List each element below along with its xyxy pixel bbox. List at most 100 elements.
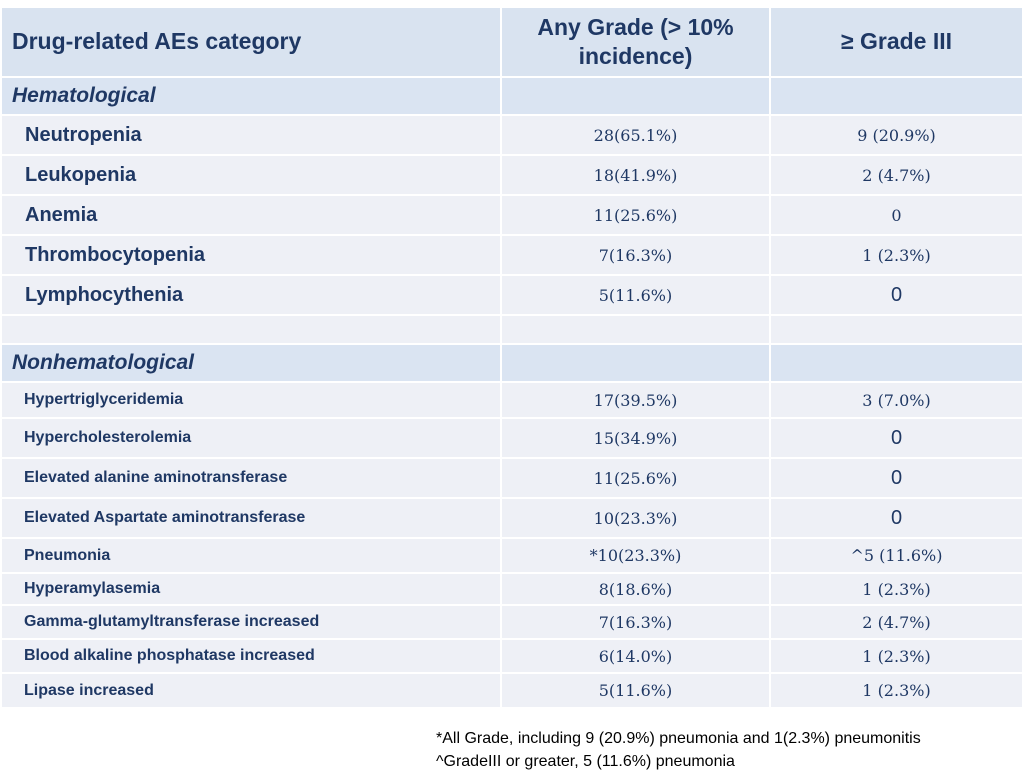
ae-name: Lymphocythenia xyxy=(25,283,184,306)
category-cell: Hematological xyxy=(2,78,500,114)
any-grade-cell: *10(23.3%) xyxy=(502,539,769,572)
ae-name-cell: Leukopenia xyxy=(2,156,500,194)
grade3-value: 0 xyxy=(890,506,903,529)
table-row: Anemia 11(25.6%) 0 xyxy=(2,196,1022,234)
ae-name: Leukopenia xyxy=(25,163,137,186)
any-grade-value: 17(39.5%) xyxy=(593,390,678,410)
table-row: Hyperamylasemia 8(18.6%) 1 (2.3%) xyxy=(2,574,1022,604)
ae-name: Elevated alanine aminotransferase xyxy=(24,469,288,486)
header-label-grade3: ≥ Grade III xyxy=(840,28,953,55)
grade3-cell: 1 (2.3%) xyxy=(771,640,1022,672)
any-grade-cell: 11(25.6%) xyxy=(502,196,769,234)
any-grade-value: 8(18.6%) xyxy=(598,579,673,599)
grade3-cell: 2 (4.7%) xyxy=(771,606,1022,638)
grade3-cell: 0 xyxy=(771,419,1022,457)
adverse-events-table: Drug-related AEs category Any Grade (> 1… xyxy=(2,8,1022,709)
any-grade-cell: 6(14.0%) xyxy=(502,640,769,672)
grade3-cell: 0 xyxy=(771,276,1022,314)
empty-cell xyxy=(502,345,769,381)
any-grade-cell: 5(11.6%) xyxy=(502,674,769,707)
grade3-cell: 3 (7.0%) xyxy=(771,383,1022,417)
any-grade-cell: 7(16.3%) xyxy=(502,606,769,638)
grade3-cell: 1 (2.3%) xyxy=(771,674,1022,707)
ae-name: Hyperamylasemia xyxy=(24,580,161,597)
ae-name-cell: Thrombocytopenia xyxy=(2,236,500,274)
ae-name-cell: Neutropenia xyxy=(2,116,500,154)
any-grade-value: 7(16.3%) xyxy=(598,612,673,632)
ae-name-cell: Pneumonia xyxy=(2,539,500,572)
empty-cell xyxy=(771,316,1022,343)
grade3-value: 1 (2.3%) xyxy=(862,245,931,265)
grade3-value: 0 xyxy=(890,283,903,306)
header-label-any-grade: Any Grade (> 10% incidence) xyxy=(537,13,734,69)
any-grade-cell: 28(65.1%) xyxy=(502,116,769,154)
ae-name: Pneumonia xyxy=(24,546,111,564)
any-grade-cell: 7(16.3%) xyxy=(502,236,769,274)
grade3-cell: 0 xyxy=(771,459,1022,497)
ae-name-cell: Hyperamylasemia xyxy=(2,574,500,604)
any-grade-cell: 10(23.3%) xyxy=(502,499,769,537)
grade3-value: 0 xyxy=(890,466,903,489)
any-grade-value: 28(65.1%) xyxy=(593,125,678,145)
any-grade-value: *10(23.3%) xyxy=(589,546,682,565)
ae-name: Neutropenia xyxy=(25,123,142,146)
grade3-value: 1 (2.3%) xyxy=(862,646,931,666)
table-row: Hypertriglyceridemia 17(39.5%) 3 (7.0%) xyxy=(2,383,1022,417)
any-grade-value: 6(14.0%) xyxy=(598,646,673,666)
ae-name-cell: Lipase increased xyxy=(2,674,500,707)
table-header-row: Drug-related AEs category Any Grade (> 1… xyxy=(2,8,1022,76)
ae-name-cell: Lymphocythenia xyxy=(2,276,500,314)
table-row: Hypercholesterolemia 15(34.9%) 0 xyxy=(2,419,1022,457)
ae-name-cell: Hypertriglyceridemia xyxy=(2,383,500,417)
footnote-all-grade: *All Grade, including 9 (20.9%) pneumoni… xyxy=(436,730,921,747)
any-grade-value: 18(41.9%) xyxy=(593,165,678,185)
header-cell-category: Drug-related AEs category xyxy=(2,8,500,76)
empty-cell xyxy=(502,316,769,343)
category-label-nonhematological: Nonhematological xyxy=(12,351,195,374)
grade3-value: 1 (2.3%) xyxy=(862,579,931,599)
header-cell-any-grade: Any Grade (> 10% incidence) xyxy=(502,8,769,76)
grade3-value: 2 (4.7%) xyxy=(862,612,931,632)
ae-name: Elevated Aspartate aminotransferase xyxy=(24,509,306,526)
ae-name-cell: Blood alkaline phosphatase increased xyxy=(2,640,500,672)
table-row: Lymphocythenia 5(11.6%) 0 xyxy=(2,276,1022,314)
ae-name-cell: Hypercholesterolemia xyxy=(2,419,500,457)
grade3-value: 9 (20.9%) xyxy=(857,125,936,145)
any-grade-value: 15(34.9%) xyxy=(593,428,678,448)
grade3-cell: ^5 (11.6%) xyxy=(771,539,1022,572)
any-grade-cell: 5(11.6%) xyxy=(502,276,769,314)
empty-cell xyxy=(771,78,1022,114)
grade3-value: 3 (7.0%) xyxy=(862,390,931,410)
grade3-value: 0 xyxy=(891,205,902,225)
grade3-value: 0 xyxy=(890,426,903,449)
any-grade-cell: 17(39.5%) xyxy=(502,383,769,417)
grade3-value: 2 (4.7%) xyxy=(862,165,931,185)
ae-name: Lipase increased xyxy=(24,681,154,699)
any-grade-cell: 11(25.6%) xyxy=(502,459,769,497)
grade3-value: ^5 (11.6%) xyxy=(850,546,943,565)
ae-name: Thrombocytopenia xyxy=(25,243,206,266)
any-grade-value: 5(11.6%) xyxy=(598,285,673,305)
grade3-cell: 1 (2.3%) xyxy=(771,236,1022,274)
table-row: Thrombocytopenia 7(16.3%) 1 (2.3%) xyxy=(2,236,1022,274)
header-cell-grade3: ≥ Grade III xyxy=(771,8,1022,76)
any-grade-value: 11(25.6%) xyxy=(593,468,678,488)
any-grade-cell: 15(34.9%) xyxy=(502,419,769,457)
table-row: Pneumonia *10(23.3%) ^5 (11.6%) xyxy=(2,539,1022,572)
ae-name: Anemia xyxy=(25,203,98,226)
empty-cell xyxy=(2,316,500,343)
category-cell: Nonhematological xyxy=(2,345,500,381)
table-row: Elevated alanine aminotransferase 11(25.… xyxy=(2,459,1022,497)
grade3-cell: 1 (2.3%) xyxy=(771,574,1022,604)
header-label-category: Drug-related AEs category xyxy=(12,28,302,55)
any-grade-cell: 18(41.9%) xyxy=(502,156,769,194)
grade3-cell: 9 (20.9%) xyxy=(771,116,1022,154)
table-row: Lipase increased 5(11.6%) 1 (2.3%) xyxy=(2,674,1022,707)
empty-cell xyxy=(771,345,1022,381)
footnotes: *All Grade, including 9 (20.9%) pneumoni… xyxy=(436,727,921,773)
table-row: Blood alkaline phosphatase increased 6(1… xyxy=(2,640,1022,672)
empty-cell xyxy=(502,78,769,114)
ae-name: Gamma-glutamyltransferase increased xyxy=(24,613,320,630)
any-grade-value: 10(23.3%) xyxy=(593,508,678,528)
category-row-hematological: Hematological xyxy=(2,78,1022,114)
